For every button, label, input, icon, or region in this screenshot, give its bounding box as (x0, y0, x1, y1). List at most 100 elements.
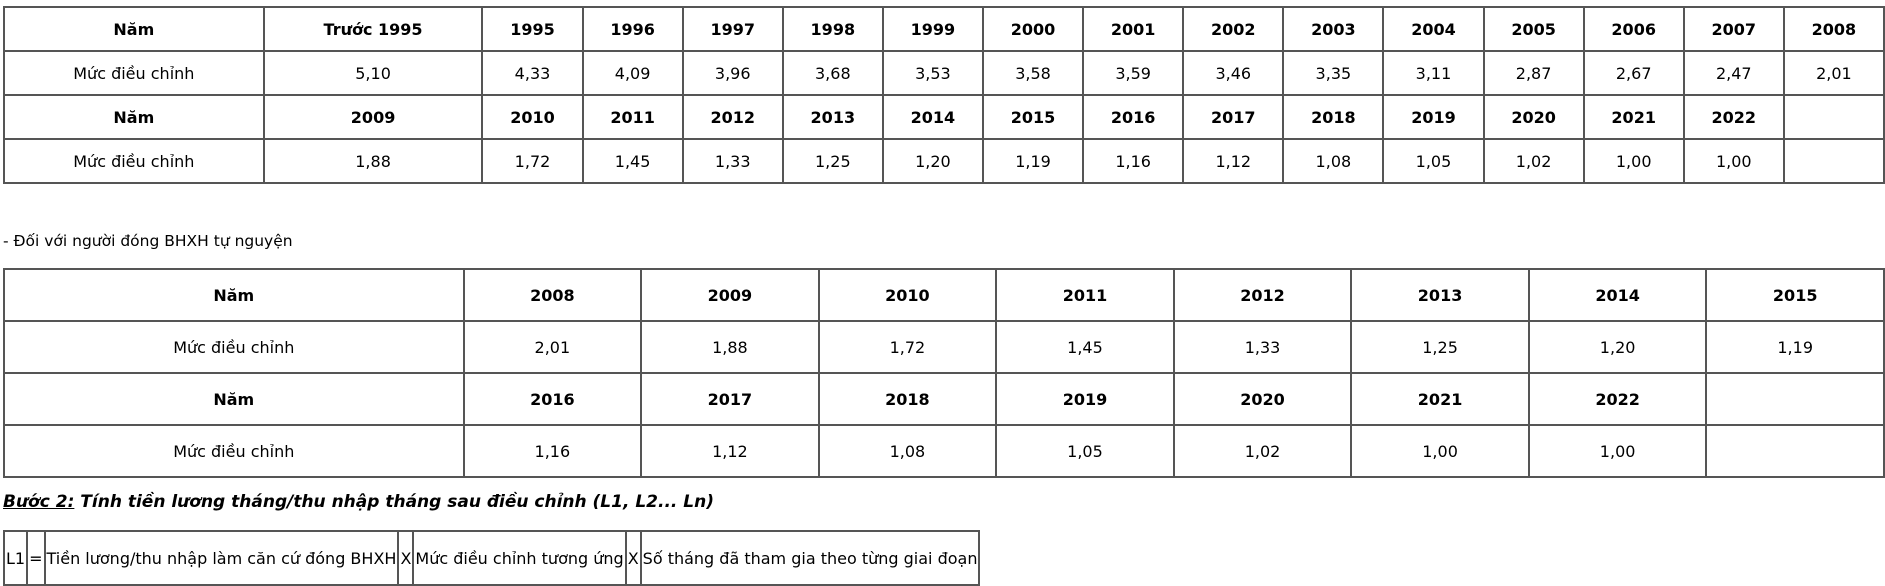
rate-cell: 1,45 (581, 138, 684, 184)
rate-cell: 1,72 (481, 138, 584, 184)
year-cell: 2007 (1682, 6, 1785, 52)
year-cell: 2022 (1527, 372, 1708, 426)
year-cell: 2021 (1350, 372, 1530, 426)
year-cell: 2012 (1172, 268, 1353, 322)
rate-cell: 2,01 (462, 320, 643, 374)
year-cell: 2022 (1682, 94, 1785, 140)
rate-cell: 1,88 (640, 320, 820, 374)
formula-term-l1: L1 (2, 530, 29, 586)
rate-cell: 3,58 (981, 50, 1085, 96)
rate-cell: 1,00 (1682, 138, 1785, 184)
rate-cell: 1,19 (981, 138, 1085, 184)
year-row-label: Năm (3, 268, 465, 322)
year-cell: 2021 (1582, 94, 1685, 140)
rate-cell (1782, 138, 1885, 184)
rate-cell: 1,33 (681, 138, 784, 184)
year-cell: 2006 (1582, 6, 1685, 52)
year-cell: 2003 (1282, 6, 1385, 52)
year-cell: 2018 (1282, 94, 1385, 140)
rate-cell: 5,10 (262, 50, 484, 96)
rate-cell: 1,00 (1350, 424, 1530, 478)
year-cell: 2009 (640, 268, 820, 322)
rate-cell: 3,46 (1182, 50, 1285, 96)
year-row-label: Năm (3, 6, 265, 52)
year-cell: 2010 (481, 94, 584, 140)
rate-row: Mức điều chỉnh 2,01 1,88 1,72 1,45 1,33 1,25 1,… (3, 320, 1885, 374)
rate-cell: 3,35 (1282, 50, 1385, 96)
rate-cell: 3,53 (881, 50, 984, 96)
formula-adjustment-rate: Mức điều chỉnh tương ứng (412, 530, 627, 586)
rate-cell: 1,12 (1182, 138, 1285, 184)
year-row: Năm 2016 2017 2018 2019 2020 2021 2022 (3, 372, 1885, 426)
rate-cell: 1,72 (817, 320, 998, 374)
rate-row: Mức điều chỉnh 5,10 4,33 4,09 3,96 3,68 3,53 3,… (3, 50, 1885, 96)
rate-cell (1705, 424, 1885, 478)
year-cell: 1998 (781, 6, 884, 52)
rate-cell: 1,20 (1527, 320, 1708, 374)
rate-cell: 4,09 (581, 50, 684, 96)
year-cell: 2008 (1782, 6, 1885, 52)
year-cell: Trước 1995 (262, 6, 484, 52)
rate-cell: 1,05 (1382, 138, 1485, 184)
adjustment-table-voluntary: Năm 2008 2009 2010 2011 2012 2013 2014 2015 Mức đ… (3, 268, 1885, 478)
formula-salary-basis: Tiền lương/thu nhập làm căn cứ đóng BHXH (43, 530, 400, 586)
year-cell: 2015 (1705, 268, 1885, 322)
year-cell: 2010 (817, 268, 998, 322)
year-cell: 1996 (581, 6, 684, 52)
rate-row: Mức điều chỉnh 1,88 1,72 1,45 1,33 1,25 1,20 1,… (3, 138, 1885, 184)
year-cell: 2001 (1082, 6, 1185, 52)
year-cell: 2000 (981, 6, 1085, 52)
year-cell (1705, 372, 1885, 426)
rate-cell: 2,01 (1782, 50, 1885, 96)
rate-cell: 1,25 (1350, 320, 1530, 374)
formula-equals: = (26, 530, 46, 586)
year-cell: 2012 (681, 94, 784, 140)
rate-cell: 1,88 (262, 138, 484, 184)
step-label: Bước 2: (3, 492, 75, 512)
year-cell: 2011 (581, 94, 684, 140)
year-cell: 2016 (462, 372, 643, 426)
year-cell: 1995 (481, 6, 584, 52)
year-cell: 2004 (1382, 6, 1485, 52)
rate-cell: 1,02 (1172, 424, 1353, 478)
formula-row: L1 = Tiền lương/thu nhập làm căn cứ đóng… (2, 530, 981, 586)
adjustment-table-mandatory: Năm Trước 1995 1995 1996 1997 1998 1999 2000 200… (3, 6, 1885, 184)
rate-cell: 3,68 (781, 50, 884, 96)
rate-row-label: Mức điều chỉnh (3, 320, 465, 374)
formula-table: L1 = Tiền lương/thu nhập làm căn cứ đóng… (2, 530, 981, 586)
rate-cell: 1,12 (640, 424, 820, 478)
formula-multiply-2: X (624, 530, 642, 586)
year-cell: 2017 (640, 372, 820, 426)
year-row: Năm Trước 1995 1995 1996 1997 1998 1999 2000 200… (3, 6, 1885, 52)
rate-cell: 1,25 (781, 138, 884, 184)
year-cell: 2013 (1350, 268, 1530, 322)
rate-cell: 1,33 (1172, 320, 1353, 374)
formula-multiply-1: X (397, 530, 415, 586)
rate-cell: 1,00 (1527, 424, 1708, 478)
rate-row-label: Mức điều chỉnh (3, 50, 265, 96)
year-cell: 1999 (881, 6, 984, 52)
rate-cell: 1,16 (462, 424, 643, 478)
rate-cell: 3,11 (1382, 50, 1485, 96)
year-cell: 2015 (981, 94, 1085, 140)
year-row-label: Năm (3, 372, 465, 426)
year-cell: 2005 (1482, 6, 1585, 52)
rate-row: Mức điều chỉnh 1,16 1,12 1,08 1,05 1,02 1,00 1,… (3, 424, 1885, 478)
year-cell: 2013 (781, 94, 884, 140)
rate-cell: 4,33 (481, 50, 584, 96)
year-row-label: Năm (3, 94, 265, 140)
step-2-heading: Bước 2: Tính tiền lương tháng/thu nhập t… (3, 492, 714, 512)
step-text: Tính tiền lương tháng/thu nhập tháng sau… (74, 492, 714, 512)
rate-row-label: Mức điều chỉnh (3, 424, 465, 478)
rate-cell: 1,00 (1582, 138, 1685, 184)
rate-cell: 1,08 (1282, 138, 1385, 184)
year-cell: 2018 (817, 372, 998, 426)
rate-cell: 3,96 (681, 50, 784, 96)
rate-cell: 1,19 (1705, 320, 1885, 374)
year-cell (1782, 94, 1885, 140)
year-cell: 2014 (1527, 268, 1708, 322)
rate-row-label: Mức điều chỉnh (3, 138, 265, 184)
year-cell: 2002 (1182, 6, 1285, 52)
rate-cell: 1,20 (881, 138, 984, 184)
year-cell: 2009 (262, 94, 484, 140)
